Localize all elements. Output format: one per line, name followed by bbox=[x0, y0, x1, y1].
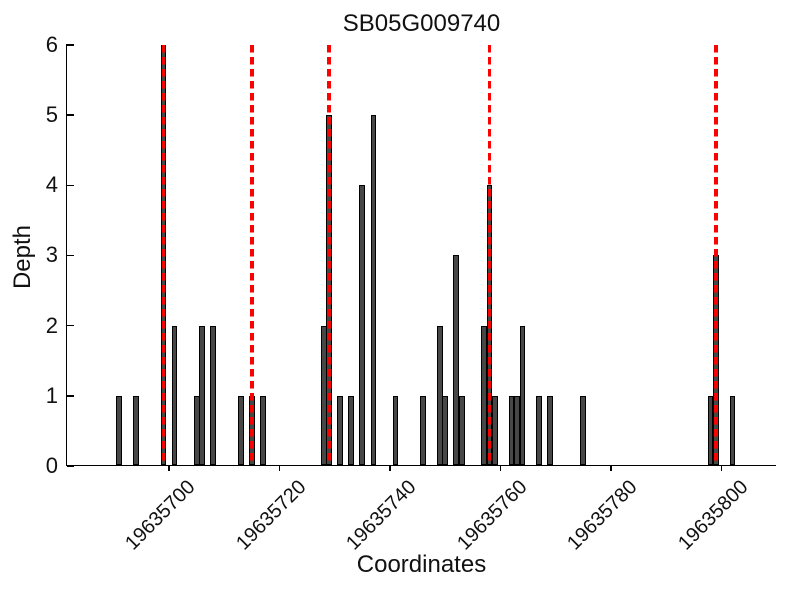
depth-bar bbox=[320, 325, 327, 466]
depth-bar bbox=[132, 395, 139, 466]
snp-marker-line bbox=[327, 44, 332, 465]
x-tick-label: 19635720 bbox=[231, 476, 311, 555]
depth-bar bbox=[116, 395, 123, 466]
depth-bar bbox=[370, 115, 377, 466]
depth-bar bbox=[260, 395, 266, 466]
depth-bar bbox=[729, 395, 736, 466]
snp-marker-line bbox=[250, 44, 254, 465]
y-tick-mark bbox=[67, 324, 74, 327]
depth-bar bbox=[536, 395, 543, 466]
x-tick-mark bbox=[499, 466, 502, 471]
x-tick-mark bbox=[610, 466, 612, 471]
depth-bar bbox=[481, 325, 487, 466]
x-tick-mark bbox=[720, 466, 723, 471]
y-tick-label: 5 bbox=[45, 102, 58, 128]
depth-bar bbox=[436, 325, 443, 466]
depth-bar bbox=[707, 395, 714, 466]
depth-bar bbox=[348, 395, 355, 466]
y-axis-line bbox=[65, 44, 68, 466]
depth-bar bbox=[392, 395, 399, 466]
depth-bar bbox=[193, 395, 200, 466]
y-tick-mark bbox=[67, 184, 74, 187]
y-tick-mark bbox=[67, 114, 74, 116]
y-tick-mark bbox=[67, 254, 74, 257]
depth-bar bbox=[420, 395, 427, 466]
chart-title: SB05G009740 bbox=[342, 10, 501, 37]
x-tick-label: 19635740 bbox=[342, 476, 421, 555]
x-tick-mark bbox=[389, 466, 391, 471]
x-tick-mark bbox=[168, 466, 170, 471]
snp-marker-line bbox=[714, 44, 718, 465]
y-tick-label: 3 bbox=[45, 242, 58, 268]
depth-bar bbox=[359, 185, 366, 466]
depth-bar bbox=[519, 325, 526, 466]
y-tick-mark bbox=[67, 395, 74, 397]
depth-bar bbox=[337, 395, 344, 466]
y-tick-label: 0 bbox=[45, 453, 58, 478]
depth-bar bbox=[492, 395, 498, 466]
x-tick-label: 19635700 bbox=[121, 476, 200, 555]
depth-bar bbox=[453, 255, 460, 466]
x-tick-mark bbox=[278, 466, 281, 471]
depth-bar bbox=[199, 325, 206, 466]
depth-bar bbox=[458, 395, 465, 466]
depth-bar bbox=[442, 395, 449, 466]
y-tick-mark bbox=[67, 465, 74, 467]
y-tick-label: 6 bbox=[45, 31, 58, 57]
depth-bar bbox=[580, 395, 587, 466]
y-tick-mark bbox=[67, 44, 74, 46]
y-tick-label: 4 bbox=[45, 172, 58, 198]
depth-bar bbox=[237, 395, 244, 466]
x-tick-label: 19635780 bbox=[563, 476, 642, 555]
x-tick-label: 19635760 bbox=[452, 476, 532, 555]
depth-bar bbox=[514, 395, 520, 466]
snp-marker-line bbox=[161, 44, 166, 465]
y-tick-label: 2 bbox=[45, 312, 58, 338]
depth-bar bbox=[547, 395, 554, 466]
snp-marker-line bbox=[487, 44, 492, 465]
depth-bar bbox=[210, 325, 217, 466]
y-tick-label: 1 bbox=[45, 382, 58, 408]
depth-bar bbox=[171, 325, 178, 466]
x-tick-label: 19635800 bbox=[673, 476, 753, 555]
depth-bar bbox=[508, 395, 515, 466]
x-axis-label: Coordinates bbox=[356, 551, 487, 578]
